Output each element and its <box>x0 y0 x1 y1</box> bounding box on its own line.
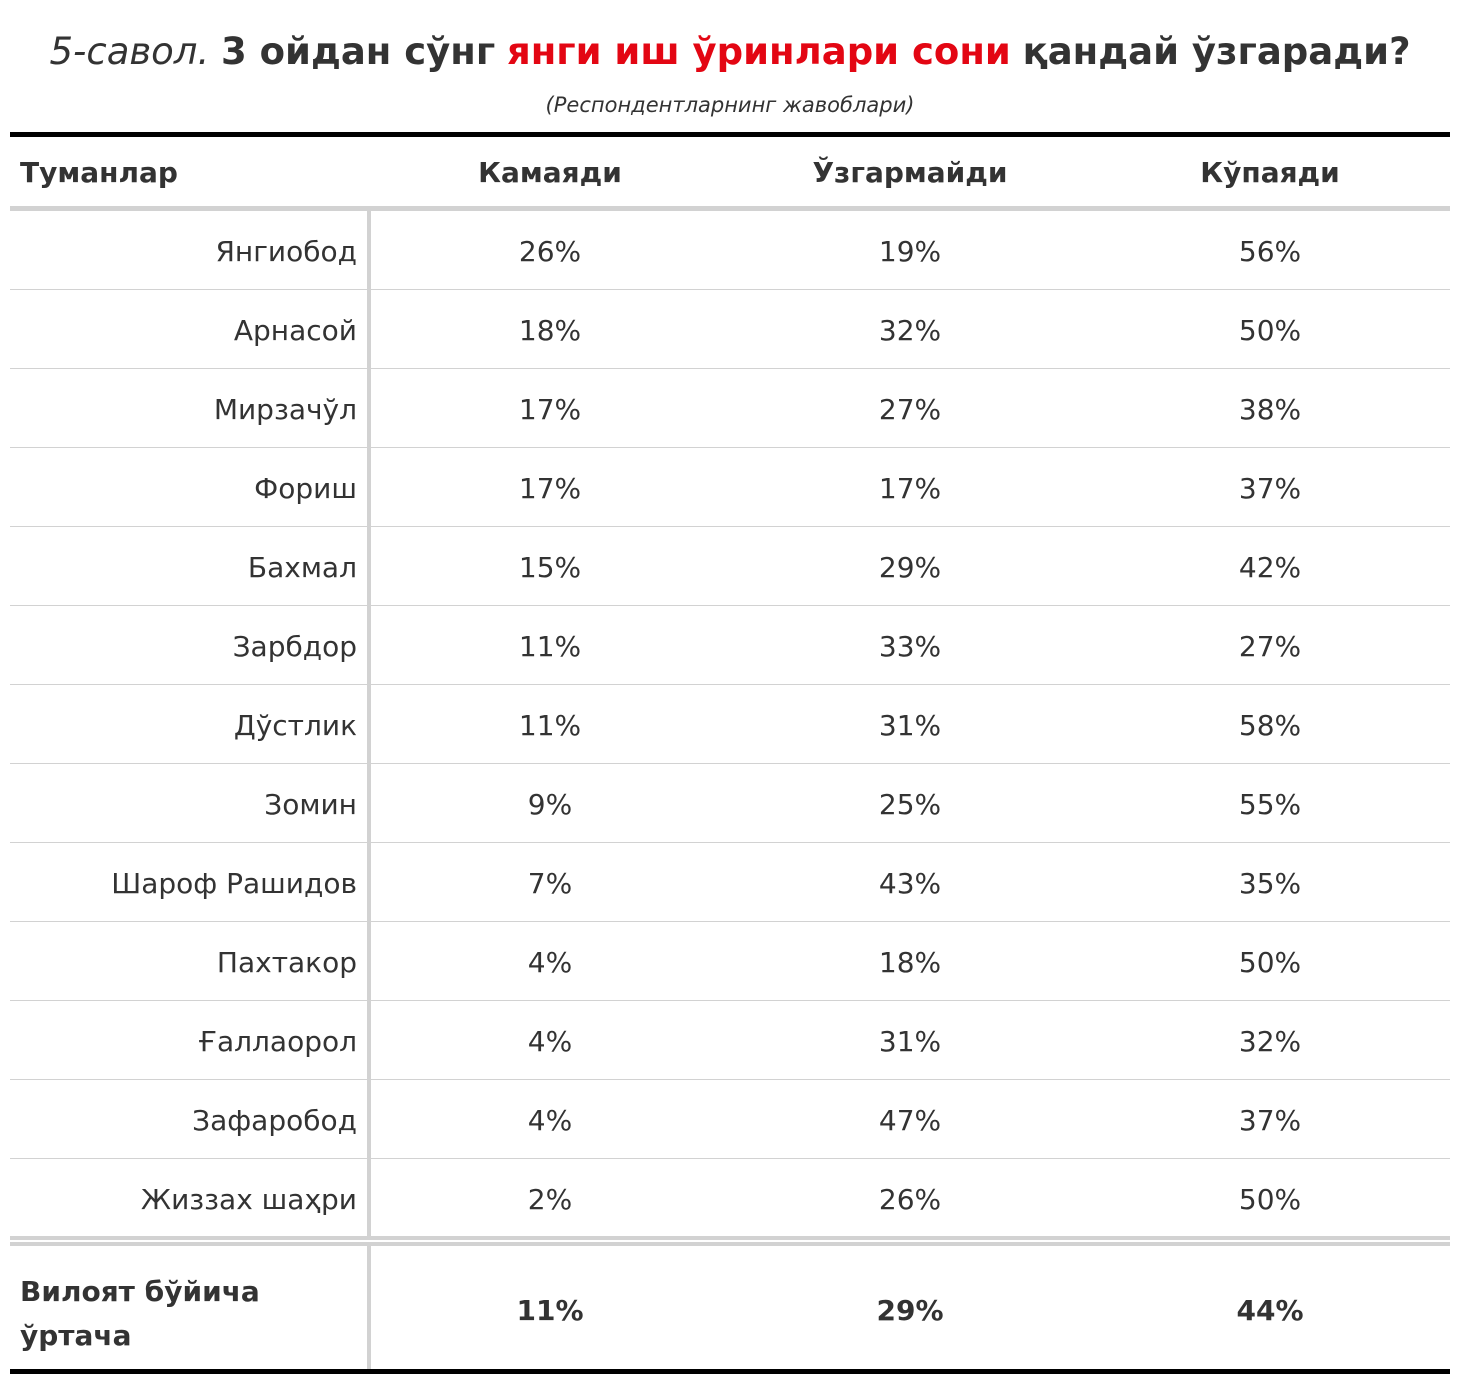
increase-value: 50% <box>1238 314 1302 347</box>
increase-value: 42% <box>1238 551 1302 584</box>
district-name: Арнасой <box>233 314 357 347</box>
decrease-value: 17% <box>518 393 582 426</box>
header-increase: Кўпаяди <box>1200 156 1340 189</box>
decrease-value: 18% <box>518 314 582 347</box>
increase-value: 35% <box>1238 867 1302 900</box>
district-name: Фориш <box>254 472 357 505</box>
increase-value: 58% <box>1238 709 1302 742</box>
decrease-value: 4% <box>527 1025 573 1058</box>
table-row: Пахтакор 4% 18% 50% <box>10 922 1450 1001</box>
decrease-value: 17% <box>518 472 582 505</box>
decrease-value: 4% <box>527 946 573 979</box>
title-part-2: қандай ўзгаради? <box>1022 30 1411 73</box>
no-change-value: 29% <box>878 551 942 584</box>
increase-value: 50% <box>1238 1183 1302 1216</box>
increase-value: 32% <box>1238 1025 1302 1058</box>
increase-value: 50% <box>1238 946 1302 979</box>
increase-value: 27% <box>1238 630 1302 663</box>
district-name: Дўстлик <box>233 709 357 742</box>
question-number: 5-савол. <box>49 30 210 73</box>
table-row: Фориш 17% 17% 37% <box>10 448 1450 527</box>
no-change-value: 43% <box>878 867 942 900</box>
increase-value: 37% <box>1238 1104 1302 1137</box>
table-row: Янгиобод 26% 19% 56% <box>10 211 1450 290</box>
no-change-value: 18% <box>878 946 942 979</box>
district-name: Бахмал <box>247 551 357 584</box>
decrease-value: 9% <box>527 788 573 821</box>
district-name: Зарбдор <box>232 630 357 663</box>
table-row: Зомин 9% 25% 55% <box>10 764 1450 843</box>
no-change-value: 31% <box>878 709 942 742</box>
decrease-value: 4% <box>527 1104 573 1137</box>
footer-label: Вилоят бўйича ўртача <box>20 1275 260 1352</box>
header-districts: Туманлар <box>20 156 178 189</box>
table-row: Шароф Рашидов 7% 43% 35% <box>10 843 1450 922</box>
district-name: Пахтакор <box>216 946 357 979</box>
decrease-value: 2% <box>527 1183 573 1216</box>
decrease-value: 11% <box>518 630 582 663</box>
increase-value: 38% <box>1238 393 1302 426</box>
table-row: Зафаробод 4% 47% 37% <box>10 1080 1450 1159</box>
district-name: Зафаробод <box>192 1104 357 1137</box>
table-row: Мирзачўл 17% 27% 38% <box>10 369 1450 448</box>
header-decrease: Камаяди <box>478 156 622 189</box>
increase-value: 37% <box>1238 472 1302 505</box>
decrease-value: 15% <box>518 551 582 584</box>
decrease-value: 7% <box>527 867 573 900</box>
increase-value: 56% <box>1238 235 1302 268</box>
page-title: 5-савол. 3 ойдан сўнг янги иш ўринлари с… <box>0 28 1460 76</box>
no-change-value: 33% <box>878 630 942 663</box>
no-change-value: 17% <box>878 472 942 505</box>
title-highlight: янги иш ўринлари сони <box>506 30 1011 73</box>
no-change-value: 32% <box>878 314 942 347</box>
district-name: Ғаллаорол <box>198 1025 357 1058</box>
district-name: Зомин <box>264 788 357 821</box>
footer-increase: 44% <box>1236 1294 1304 1327</box>
footer-column-divider <box>367 1246 371 1369</box>
footer-decrease: 11% <box>516 1294 584 1327</box>
title-part-1: 3 ойдан сўнг <box>220 30 496 73</box>
table-footer-row: Вилоят бўйича ўртача 11% 29% 44% <box>10 1246 1450 1368</box>
table-top-rule <box>10 132 1450 137</box>
footer-no-change: 29% <box>876 1294 944 1327</box>
no-change-value: 47% <box>878 1104 942 1137</box>
table-row: Дўстлик 11% 31% 58% <box>10 685 1450 764</box>
no-change-value: 26% <box>878 1183 942 1216</box>
table-row: Зарбдор 11% 33% 27% <box>10 606 1450 685</box>
footer-rule-lower <box>10 1242 1450 1246</box>
decrease-value: 11% <box>518 709 582 742</box>
header-rule <box>10 206 1450 211</box>
table-body: Янгиобод 26% 19% 56% Арнасой 18% 32% 50% Мирзачў… <box>10 211 1450 1237</box>
footer-rule-upper <box>10 1236 1450 1240</box>
footer-double-rule <box>10 1236 1450 1246</box>
table-header-row: Туманлар Камаяди Ўзгармайди Кўпаяди <box>10 137 1450 206</box>
increase-value: 55% <box>1238 788 1302 821</box>
table-row: Бахмал 15% 29% 42% <box>10 527 1450 606</box>
decrease-value: 26% <box>518 235 582 268</box>
table-bottom-rule <box>10 1369 1450 1374</box>
subtitle: (Респондентларнинг жавоблари) <box>545 93 915 117</box>
no-change-value: 25% <box>878 788 942 821</box>
column-divider <box>367 211 371 1236</box>
district-name: Мирзачўл <box>213 393 357 426</box>
no-change-value: 19% <box>878 235 942 268</box>
no-change-value: 27% <box>878 393 942 426</box>
table-row: Арнасой 18% 32% 50% <box>10 290 1450 369</box>
table-row: Ғаллаорол 4% 31% 32% <box>10 1001 1450 1080</box>
district-name: Янгиобод <box>215 235 357 268</box>
district-name: Шароф Рашидов <box>111 867 357 900</box>
no-change-value: 31% <box>878 1025 942 1058</box>
district-name: Жиззах шаҳри <box>140 1183 357 1216</box>
header-no-change: Ўзгармайди <box>812 156 1008 189</box>
table-row: Жиззах шаҳри 2% 26% 50% <box>10 1159 1450 1237</box>
